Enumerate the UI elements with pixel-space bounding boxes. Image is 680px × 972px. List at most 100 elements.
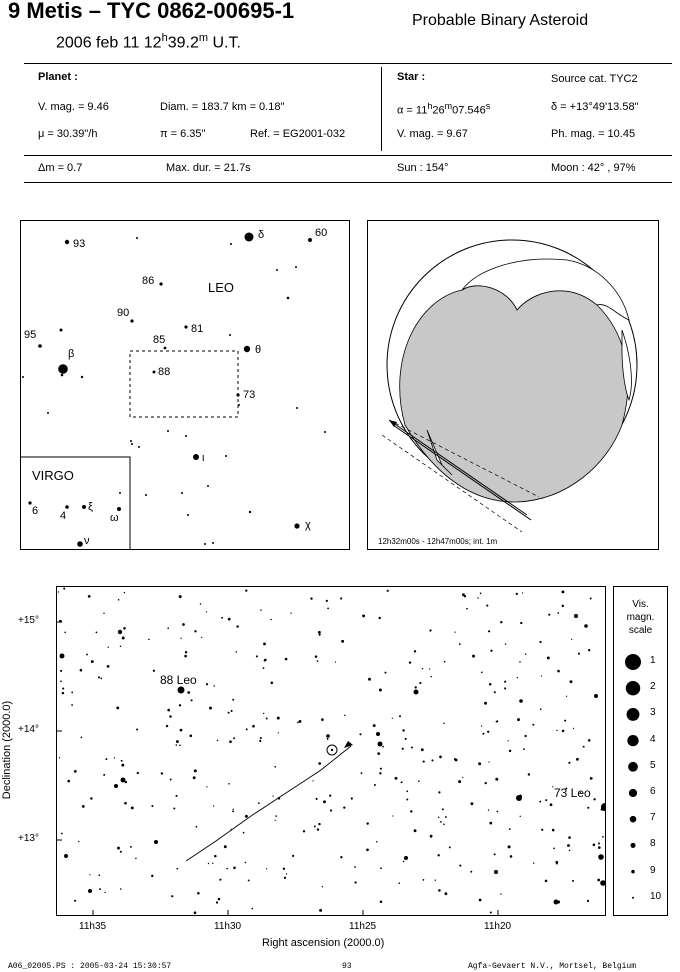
star-86-leo: [159, 282, 163, 286]
finder-label-85: 85: [153, 334, 166, 346]
finder-label-chi: χ: [305, 519, 311, 531]
scale-dot-mag-7: [629, 815, 637, 823]
magnitude-scale-dots: [625, 654, 641, 899]
scale-dot-mag-5: [628, 761, 638, 772]
finder-label-theta: θ: [255, 344, 262, 356]
finder-label-90: 90: [117, 307, 130, 319]
star-60-leo: [308, 238, 312, 242]
scale-label-mag-7: 7: [650, 812, 656, 824]
finder-label-88: 88: [158, 366, 171, 378]
scale-label-mag-8: 8: [650, 838, 656, 850]
xtick-1120: 11h20: [484, 921, 512, 932]
main-chart-bright-stars: [59, 614, 606, 905]
info-mid-rule: [24, 155, 672, 156]
star-dec: δ = +13°49'13.58": [551, 101, 639, 113]
x-axis-label: Right ascension (2000.0): [262, 937, 385, 949]
xtick-1130: 11h30: [214, 921, 242, 932]
footer-file: A06_02005.PS : 2005-03-24 15:30:57: [8, 962, 172, 971]
label-73-leo: 73 Leo: [554, 786, 591, 800]
finder-label-60: 60: [315, 227, 328, 239]
globe-panel: [367, 220, 659, 550]
finder-label-iota: ι: [202, 452, 205, 464]
info-bottom-rule: [24, 182, 672, 183]
label-88-leo: 88 Leo: [160, 673, 197, 687]
info-divider: [381, 67, 382, 151]
northern-landmass: [461, 258, 630, 321]
main-chart-faint-stars: [57, 587, 604, 914]
finder-label-6: 6: [32, 505, 39, 517]
scale-dot-mag-9: [631, 869, 635, 874]
ytick-14: +14°: [18, 724, 39, 735]
star-nu-vir: [77, 541, 83, 547]
shadow-path-arrow: [389, 420, 397, 427]
finder-label-xi: ξ: [88, 501, 93, 513]
finder-inset-constellation-label: VIRGO: [32, 468, 74, 483]
finder-label-81: 81: [191, 323, 204, 335]
star-xi-vir: [82, 505, 86, 509]
scale-label-mag-1: 1: [650, 655, 656, 666]
shadow-limit-south: [381, 434, 523, 533]
shadow-limit-north: [388, 419, 540, 498]
finder-field-box: [129, 350, 239, 418]
finder-label-omega: ω: [110, 512, 119, 524]
magnitude-scale-title: Vis. magn. scale: [626, 599, 655, 636]
xtick-1125: 11h25: [349, 921, 377, 932]
star-93-leo: [64, 239, 70, 245]
star-source-catalog: Source cat. TYC2: [551, 73, 638, 85]
event-datetime: 2006 feb 11 12h39.2m U.T.: [56, 32, 241, 52]
star-chi-leo: [294, 523, 300, 529]
star-88-leo-main: [177, 686, 185, 694]
finder-label-95: 95: [24, 329, 37, 341]
finder-label-73: 73: [243, 389, 256, 401]
star-88-leo: [152, 370, 156, 374]
star-vmag: V. mag. = 9.67: [397, 128, 468, 140]
scale-dot-mag-10: [632, 896, 634, 899]
star-81-leo: [184, 325, 188, 329]
star-95-leo: [38, 344, 42, 348]
star-delta-leo: [244, 232, 254, 242]
star-73-leo: [236, 393, 240, 397]
ytick-15: +15°: [18, 615, 39, 626]
main-chart-stars: [56, 587, 606, 916]
shadow-path-north: [388, 419, 528, 516]
scale-label-mag-4: 4: [650, 733, 656, 745]
star-85-leo: [163, 346, 167, 350]
virgo-inset-box: [20, 456, 131, 550]
star-ra: α = 11h26m07.546s: [397, 101, 491, 117]
scale-label-mag-10: 10: [650, 890, 662, 902]
ocean-shading: [399, 285, 629, 503]
star-iota-leo: [193, 454, 199, 460]
scale-dot-mag-6: [628, 788, 638, 798]
star-beta-leo: [58, 364, 68, 374]
planet-vmag: V. mag. = 9.46: [38, 101, 109, 113]
planet-motion: μ = 30.39"/h: [38, 128, 98, 140]
finder-chart-stars: [20, 232, 326, 550]
scale-dot-mag-3: [626, 707, 640, 721]
ytick-13: +13°: [18, 833, 39, 844]
planet-label: Planet :: [38, 71, 78, 83]
event-title: 9 Metis – TYC 0862-00695-1: [8, 0, 295, 23]
globe-caption: 12h32m00s - 12h47m00s; int. 1m: [378, 537, 498, 546]
scale-label-mag-5: 5: [650, 759, 656, 771]
magnitude-scale-panel: [613, 586, 668, 916]
finder-constellation-label: LEO: [208, 280, 235, 295]
finder-label-4: 4: [60, 510, 67, 522]
star-6-vir: [28, 501, 32, 505]
sun-elongation: Sun : 154°: [397, 162, 449, 174]
asteroid-track: [185, 745, 352, 862]
finder-label-delta: δ: [258, 229, 265, 241]
shadow-path-south: [392, 424, 532, 521]
target-star-center: [330, 748, 334, 752]
scale-label-mag-6: 6: [650, 786, 656, 797]
max-duration: Max. dur. = 21.7s: [166, 162, 251, 174]
event-subtitle: Probable Binary Asteroid: [412, 12, 589, 29]
xtick-1135: 11h35: [79, 921, 107, 932]
main-chart-ticks: [56, 621, 499, 916]
star-90-leo: [130, 319, 134, 323]
target-star: [326, 744, 338, 756]
planet-parallax: π = 6.35": [160, 128, 206, 140]
planet-diameter: Diam. = 183.7 km = 0.18": [160, 101, 285, 113]
delta-magnitude: Δm = 0.7: [38, 162, 83, 174]
main-star-chart: [56, 586, 606, 916]
star-phmag: Ph. mag. = 10.45: [551, 128, 636, 140]
